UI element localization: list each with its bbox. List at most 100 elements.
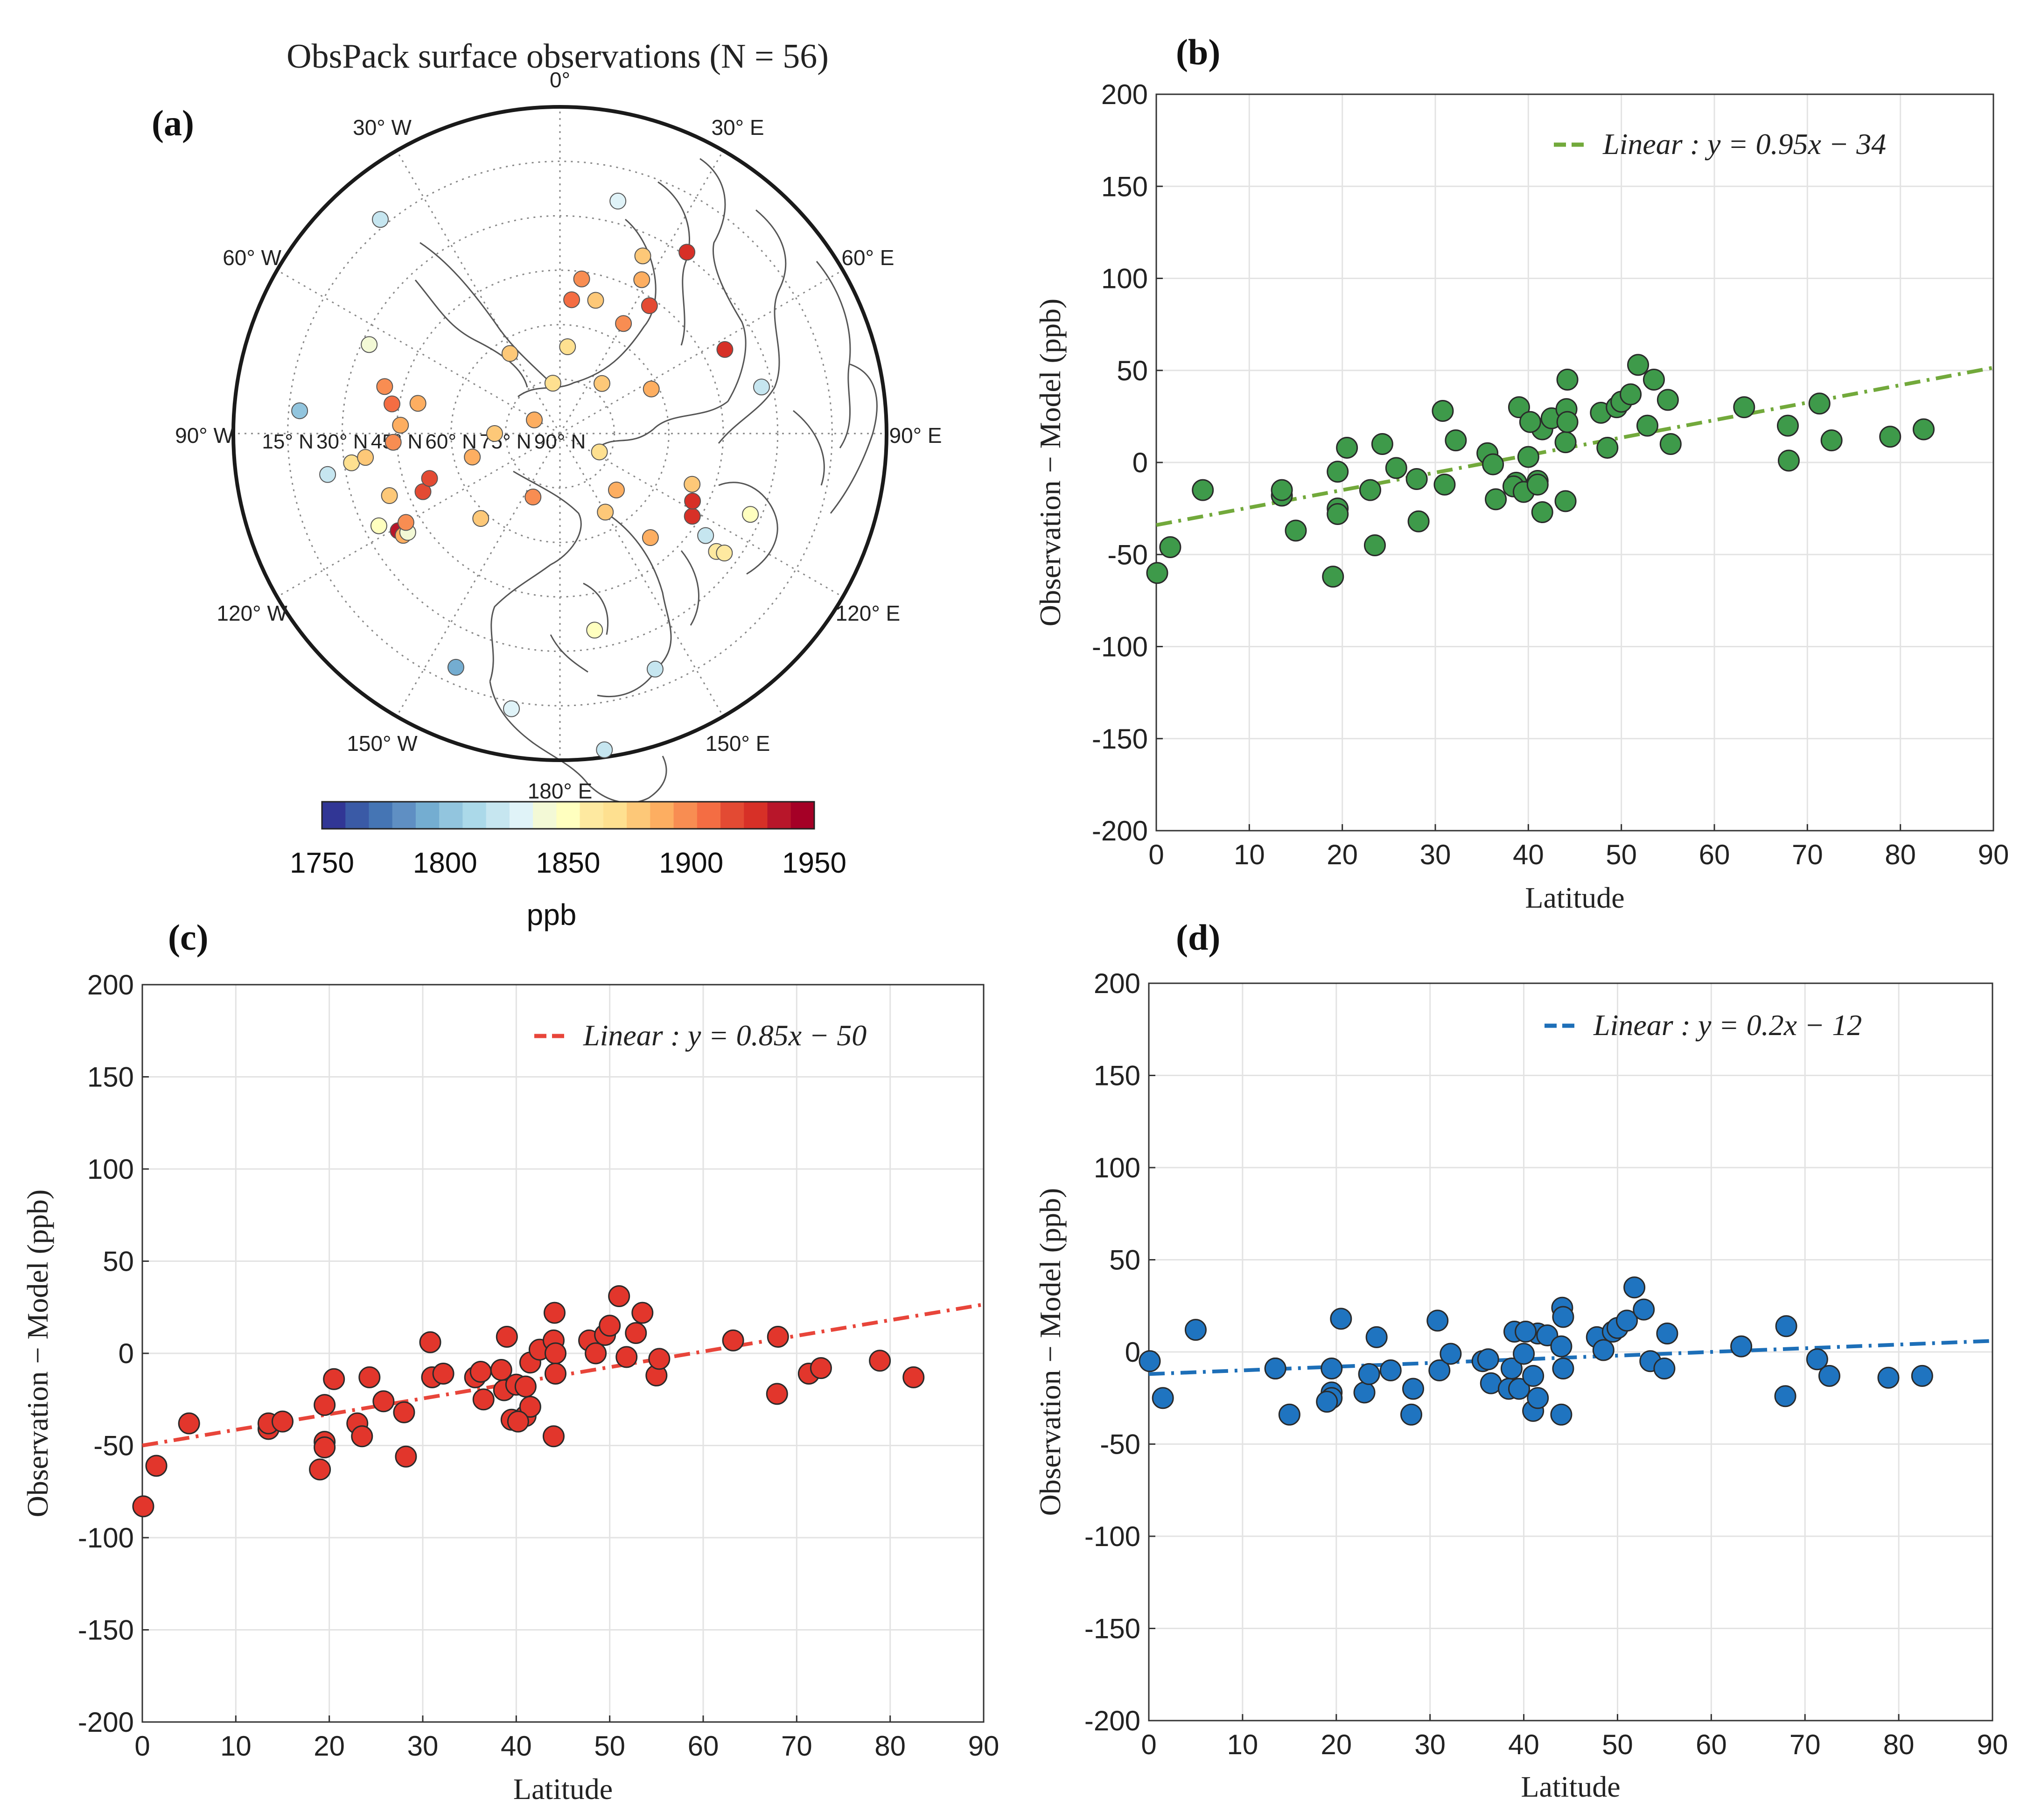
x-tick-label: 90 xyxy=(1977,1729,2008,1760)
station-marker xyxy=(633,271,650,288)
data-point xyxy=(544,1342,566,1365)
data-point xyxy=(1385,457,1407,479)
data-point xyxy=(1513,1343,1535,1365)
station-marker xyxy=(414,483,432,500)
data-point xyxy=(314,1436,336,1458)
station-marker xyxy=(609,192,627,210)
x-tick-label: 70 xyxy=(781,1730,812,1762)
x-axis-label: Latitude xyxy=(513,1772,613,1806)
colorbar-segment xyxy=(720,802,744,829)
data-point xyxy=(1405,468,1428,490)
x-tick-label: 40 xyxy=(1513,839,1544,870)
data-point xyxy=(1616,1309,1638,1332)
data-point xyxy=(472,1388,495,1411)
data-point xyxy=(1316,1391,1338,1413)
data-point xyxy=(395,1445,417,1468)
data-point xyxy=(419,1331,441,1353)
data-point xyxy=(1327,503,1349,525)
data-point xyxy=(1407,510,1430,532)
data-point xyxy=(1522,1365,1545,1387)
station-marker xyxy=(697,527,714,544)
data-point xyxy=(1515,1321,1537,1343)
station-marker xyxy=(643,380,660,398)
data-point xyxy=(631,1302,654,1324)
station-marker xyxy=(615,315,632,332)
parallel-label: 90° N xyxy=(534,430,586,453)
meridian-line xyxy=(559,433,843,598)
data-point xyxy=(1278,1403,1300,1426)
x-tick-label: 30 xyxy=(1414,1729,1446,1760)
data-point xyxy=(372,1390,395,1413)
y-tick-label: 150 xyxy=(87,1062,134,1093)
y-tick-label: -200 xyxy=(1092,815,1148,847)
data-point xyxy=(1379,1359,1402,1381)
colorbar-segment xyxy=(790,802,815,829)
colorbar-segment xyxy=(462,802,487,829)
parallel-label: 15° N xyxy=(262,430,314,453)
colorbar-segment xyxy=(415,802,440,829)
data-point xyxy=(314,1394,336,1416)
data-point xyxy=(1358,1363,1380,1385)
data-point xyxy=(1653,1358,1676,1380)
station-marker xyxy=(596,741,613,758)
station-marker xyxy=(486,425,503,442)
data-point xyxy=(1353,1381,1376,1404)
station-marker xyxy=(376,378,393,395)
x-tick-label: 70 xyxy=(1789,1729,1821,1760)
station-marker xyxy=(608,481,625,498)
data-point xyxy=(432,1362,454,1385)
x-tick-label: 50 xyxy=(1602,1729,1633,1760)
data-point xyxy=(1482,453,1504,476)
data-point xyxy=(1730,1335,1753,1358)
colorbar-segment xyxy=(627,802,650,829)
y-tick-label: 200 xyxy=(87,969,134,1001)
station-marker xyxy=(597,504,614,521)
station-marker xyxy=(501,345,518,362)
station-marker xyxy=(384,434,402,451)
meridian-label: 120° E xyxy=(836,601,901,625)
colorbar-tick-label: 1750 xyxy=(290,847,354,879)
station-marker xyxy=(587,292,604,309)
data-point xyxy=(869,1350,891,1372)
data-point xyxy=(1656,1323,1678,1344)
y-tick-label: -200 xyxy=(78,1707,134,1738)
station-marker xyxy=(447,658,464,676)
data-point xyxy=(767,1325,789,1348)
meridian-label: 120° W xyxy=(217,601,287,625)
station-marker xyxy=(524,489,542,506)
x-tick-label: 10 xyxy=(1227,1729,1258,1760)
x-tick-label: 70 xyxy=(1792,839,1823,870)
data-point xyxy=(1508,1378,1531,1400)
y-tick-label: -50 xyxy=(1107,539,1148,570)
data-point xyxy=(1433,473,1456,496)
parallel-label: 30° N xyxy=(316,430,368,453)
y-axis-label: Observation − Model (ppb) xyxy=(1034,299,1067,627)
x-tick-label: 40 xyxy=(501,1730,532,1762)
colorbar-segment xyxy=(697,802,721,829)
x-tick-label: 0 xyxy=(1148,839,1164,870)
data-point xyxy=(1818,1365,1840,1387)
data-point xyxy=(1432,400,1454,422)
x-tick-label: 60 xyxy=(1696,1729,1727,1760)
legend-label: Linear : y = 0.2x − 12 xyxy=(1593,1008,1862,1042)
data-point xyxy=(1402,1378,1425,1400)
y-tick-label: 50 xyxy=(1109,1245,1140,1276)
station-marker xyxy=(544,375,561,392)
meridian-label: 30° E xyxy=(711,115,764,140)
colorbar-segment xyxy=(533,802,557,829)
panel-b-scatter: 0 10 20 30 40 50 60 70 80 90 -200 -150 -100 -50 0 50 100… xyxy=(1034,32,2009,914)
y-tick-label: -50 xyxy=(93,1430,134,1462)
colorbar: 1750 1800 1850 1900 1950 xyxy=(290,801,846,879)
panel-letter: (d) xyxy=(1176,917,1220,958)
station-marker xyxy=(357,449,374,466)
colorbar-segment xyxy=(767,802,791,829)
colorbar-segment xyxy=(673,802,698,829)
x-tick-label: 40 xyxy=(1508,1729,1539,1760)
colorbar-frame xyxy=(321,801,815,830)
data-point xyxy=(1371,433,1393,455)
y-tick-label: 200 xyxy=(1101,79,1148,110)
panel-a-title: ObsPack surface observations (N = 56) xyxy=(287,37,829,76)
colorbar-tick-label: 1900 xyxy=(659,847,723,879)
x-tick-label: 20 xyxy=(314,1730,345,1762)
station-marker xyxy=(642,529,659,546)
